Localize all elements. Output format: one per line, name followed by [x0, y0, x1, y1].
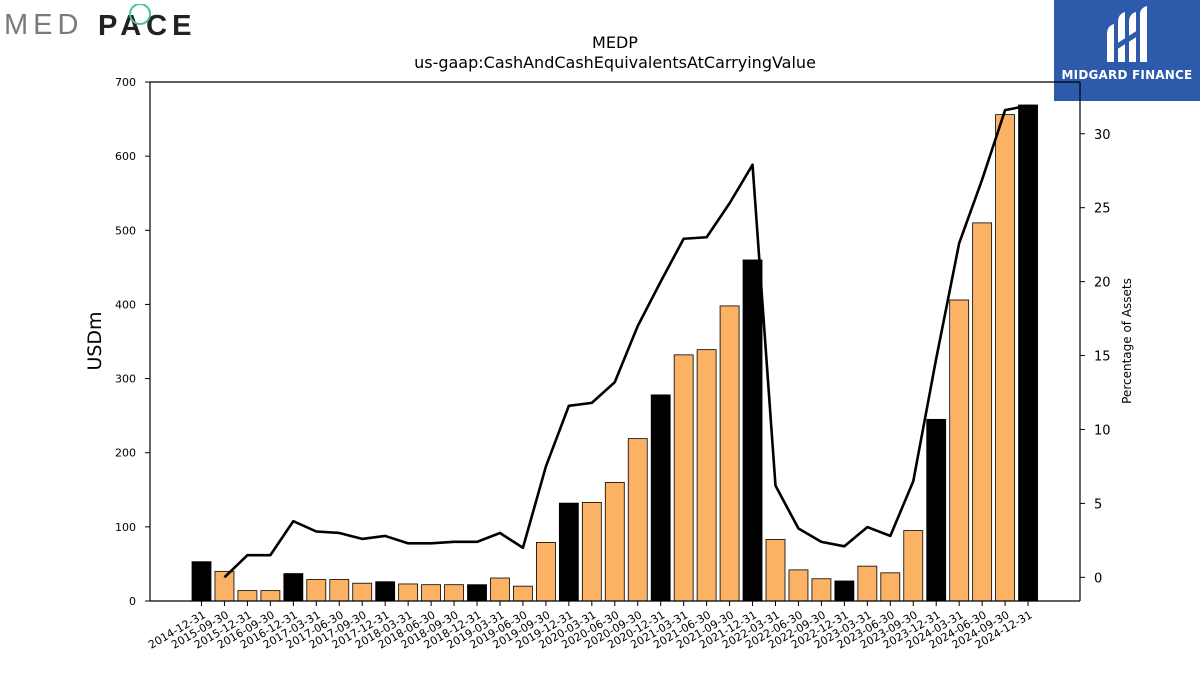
chart-title: MEDP — [592, 33, 638, 52]
bar — [742, 259, 763, 602]
y-tick-label-right: 30 — [1094, 128, 1111, 143]
y-tick-label-left: 200 — [115, 447, 136, 460]
y-tick-label-left: 0 — [129, 595, 136, 608]
midgard-finance-wordmark: MIDGARD FINANCE — [1061, 68, 1193, 82]
medpace-logo-pace-text: PACE — [98, 10, 196, 42]
chart-subtitle: us-gaap:CashAndCashEquivalentsAtCarrying… — [414, 53, 816, 72]
y-tick-label-left: 600 — [115, 150, 136, 163]
y-tick-label-right: 20 — [1094, 276, 1111, 291]
midgard-monogram-icon — [1107, 6, 1147, 62]
medpace-logo: MED PACE — [4, 3, 216, 42]
y-tick-label-left: 300 — [115, 373, 136, 386]
bar — [788, 569, 809, 602]
bar — [696, 349, 717, 602]
bar — [926, 418, 947, 602]
bar — [949, 299, 970, 602]
bar — [673, 354, 694, 602]
bar — [237, 590, 258, 602]
medpace-logo-med-text: MED — [4, 9, 83, 41]
bar — [995, 114, 1015, 602]
bar — [260, 590, 281, 602]
percentage-line — [223, 104, 1029, 579]
bar — [329, 579, 350, 602]
bar — [421, 584, 442, 602]
chart-labels: MEDP us-gaap:CashAndCashEquivalentsAtCar… — [84, 33, 1134, 404]
bar — [306, 579, 327, 602]
bar — [719, 305, 740, 602]
midgard-finance-logo: MIDGARD FINANCE — [1054, 0, 1200, 101]
line-series — [223, 104, 1029, 579]
bar — [467, 584, 487, 602]
bar-series — [191, 104, 1038, 602]
y-tick-label-right: 15 — [1094, 350, 1111, 365]
bar — [1018, 104, 1038, 602]
bar — [811, 578, 832, 602]
bar — [834, 580, 855, 602]
bar — [650, 394, 671, 602]
y-tick-label-right: 5 — [1094, 497, 1102, 512]
bar — [972, 222, 993, 602]
bar — [558, 502, 579, 602]
bar — [375, 581, 396, 602]
y-axis-label-left: USDm — [84, 311, 106, 370]
bar — [490, 577, 510, 602]
y-tick-label-left: 400 — [115, 298, 136, 311]
y-axis-label-right: Percentage of Assets — [1120, 278, 1134, 404]
bar — [191, 561, 212, 602]
bar — [903, 530, 924, 602]
medpace-logo-ring-icon — [129, 3, 151, 25]
y-tick-label-right: 0 — [1094, 571, 1102, 586]
bar — [513, 585, 533, 602]
y-tick-label-right: 10 — [1094, 423, 1111, 438]
y-tick-label-left: 100 — [115, 521, 136, 534]
y-tick-label-left: 700 — [115, 76, 136, 89]
y-tick-label-left: 500 — [115, 224, 136, 237]
axes: 01002003004005006007000510152025302014-1… — [115, 76, 1111, 652]
bar — [283, 573, 304, 602]
bar — [857, 565, 878, 602]
bar — [398, 583, 419, 602]
bar — [604, 481, 625, 602]
y-tick-label-right: 25 — [1094, 202, 1111, 217]
bar — [880, 572, 901, 602]
bar — [765, 539, 786, 602]
bar — [627, 438, 648, 602]
bar — [444, 584, 464, 602]
bar — [536, 542, 556, 602]
bar — [581, 501, 602, 602]
bar — [352, 582, 373, 602]
